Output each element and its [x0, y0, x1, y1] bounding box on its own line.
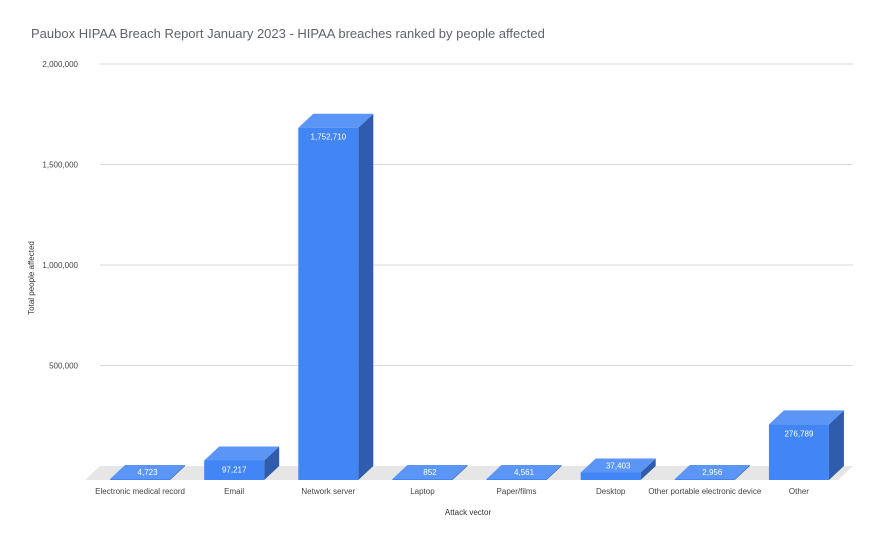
- chart-floor: [85, 466, 853, 480]
- bar-top: [580, 458, 656, 473]
- bar: 37,403: [580, 458, 656, 480]
- data-label: 4,723: [138, 468, 159, 477]
- bar: 4,723: [110, 465, 186, 480]
- bar-top: [110, 465, 186, 479]
- x-category-label: Desktop: [596, 487, 626, 496]
- bar-front: [674, 479, 735, 480]
- data-label: 4,561: [514, 468, 535, 477]
- y-axis-title: Total people affected: [27, 241, 36, 315]
- data-label: 37,403: [606, 461, 631, 470]
- bar: 852: [392, 465, 468, 480]
- bar-front: [392, 479, 453, 480]
- data-label: 852: [423, 468, 437, 477]
- bar-side: [264, 446, 280, 480]
- bar-front: [204, 460, 265, 480]
- x-category-label: Network server: [301, 487, 355, 496]
- data-label: 276,789: [784, 429, 813, 438]
- y-tick-label: 1,500,000: [42, 161, 78, 170]
- data-label: 2,956: [702, 468, 723, 477]
- bar: 97,217: [204, 446, 280, 480]
- bar: 276,789: [768, 410, 844, 480]
- gridlines: [100, 63, 853, 366]
- bar-side: [828, 410, 844, 480]
- y-tick-label: 1,000,000: [42, 261, 78, 270]
- y-tick-label: 2,000,000: [42, 60, 78, 69]
- bar-side: [358, 113, 374, 480]
- x-category-label: Laptop: [410, 487, 435, 496]
- bars: 4,723 97,217 1,752,710 852 4,561 37,403 2,956 2…: [110, 113, 844, 480]
- bar-side: [452, 465, 468, 480]
- x-category-label: Other portable electronic device: [648, 487, 762, 496]
- bar-top: [768, 410, 844, 425]
- chart-title: Paubox HIPAA Breach Report January 2023 …: [31, 26, 545, 41]
- bar-front: [580, 472, 641, 480]
- bar-top: [298, 113, 374, 128]
- x-category-label: Email: [224, 487, 244, 496]
- bar-top: [392, 465, 468, 479]
- x-category-label: Paper/films: [497, 487, 537, 496]
- bar-side: [640, 458, 656, 480]
- bar-front: [486, 479, 547, 480]
- x-axis-title: Attack vector: [445, 508, 492, 517]
- x-category-label: Electronic medical record: [95, 487, 185, 496]
- bar: 2,956: [674, 465, 750, 480]
- bar-top: [674, 465, 750, 479]
- y-tick-label: 500,000: [49, 362, 78, 371]
- x-axis-categories: Electronic medical record Email Network se…: [95, 487, 809, 496]
- y-axis-ticks: 500,000 1,000,000 1,500,000 2,000,000: [42, 60, 78, 371]
- bar-front: [298, 127, 359, 480]
- bar-side: [734, 465, 750, 480]
- data-label: 97,217: [222, 465, 247, 474]
- bar-side: [546, 465, 562, 480]
- data-label: 1,752,710: [311, 133, 347, 142]
- bar: 4,561: [486, 465, 562, 480]
- bar: 1,752,710: [298, 113, 374, 480]
- bar-top: [204, 446, 280, 461]
- bar-side: [170, 465, 186, 480]
- bar-front: [768, 424, 829, 480]
- x-category-label: Other: [789, 487, 809, 496]
- bar-top: [486, 465, 562, 479]
- bar-front: [110, 479, 171, 480]
